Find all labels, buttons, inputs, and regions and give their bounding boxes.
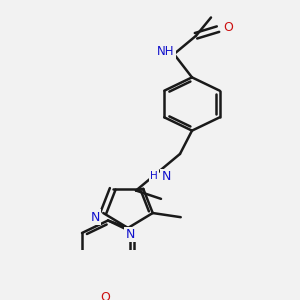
Text: NH: NH	[157, 45, 175, 58]
Text: O: O	[223, 21, 233, 34]
Text: H: H	[150, 171, 158, 182]
Text: O: O	[100, 290, 110, 300]
Text: N: N	[91, 211, 100, 224]
Text: N: N	[125, 228, 135, 241]
Text: N: N	[161, 170, 171, 183]
